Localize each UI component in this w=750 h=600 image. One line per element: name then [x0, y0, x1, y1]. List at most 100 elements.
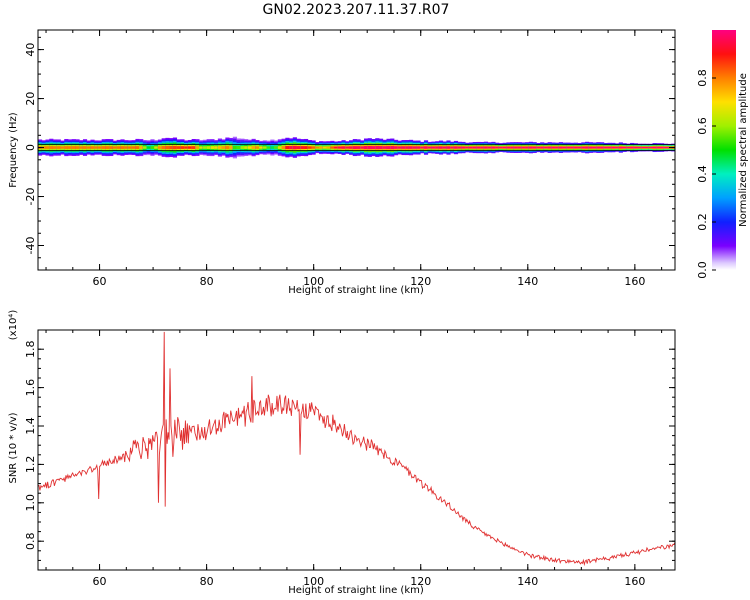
spectrogram-cell: [311, 146, 316, 149]
y-tick-label: 1.0: [24, 494, 37, 512]
colorbar-tick-label: 0.8: [696, 69, 709, 87]
spectrogram-cell: [592, 146, 597, 149]
spectrogram-cell: [521, 146, 526, 149]
snr-frame: [37, 329, 676, 571]
spectrogram-cell: [570, 146, 575, 149]
snr-series-line: [38, 331, 675, 567]
spectrogram-cell: [483, 146, 489, 149]
x-tick-label: 100: [303, 575, 324, 588]
spectrogram-cell: [405, 146, 410, 149]
spectrogram-cell: [169, 145, 174, 150]
spectrogram-cell: [97, 146, 103, 149]
spectrogram-cell: [431, 146, 436, 149]
spectrogram-cell: [49, 146, 54, 150]
spectrogram-cell: [341, 146, 346, 149]
spectrogram-cell: [615, 146, 620, 149]
spectrogram-cell: [528, 146, 534, 149]
snr-y-exponent: (x10⁴): [8, 310, 19, 341]
spectrogram-cell: [82, 146, 88, 149]
spectrogram-cell: [326, 146, 331, 149]
spectrogram-cell: [356, 146, 361, 149]
spectrogram-cell: [184, 146, 189, 149]
spectrogram-cell: [161, 146, 166, 150]
spectrogram-cell: [52, 146, 58, 149]
snr-x-label: Height of straight line (km): [288, 585, 424, 596]
spectrogram-image: [38, 136, 675, 159]
spectrogram-cell: [577, 146, 582, 149]
spectrogram-cell: [393, 146, 399, 149]
spectrogram-cell: [131, 146, 136, 149]
spectrogram-cell: [525, 146, 530, 149]
y-tick-label: 0: [24, 144, 37, 151]
x-tick-label: 120: [410, 275, 431, 288]
spectrogram-cell: [427, 146, 432, 149]
spectrogram-cell: [292, 145, 297, 150]
colorbar-label: Normalized spectral amplitude: [738, 73, 749, 227]
spectrogram-cell: [558, 146, 563, 149]
y-tick-label: 40: [24, 43, 37, 57]
spectrogram-cell: [461, 146, 466, 149]
spectrogram-cell: [304, 146, 309, 149]
spectrogram-cell: [555, 146, 560, 149]
spectrogram-cell: [375, 145, 380, 150]
spectrogram-cell: [465, 146, 470, 149]
spectrogram-frame: [37, 29, 676, 271]
spectrogram-cell: [656, 146, 661, 149]
spectrogram-cell: [127, 146, 133, 149]
spectrogram-cell: [566, 146, 571, 149]
spectrogram-cell: [90, 146, 95, 149]
spectrogram-cell: [446, 146, 451, 149]
spectrogram-cell: [105, 146, 110, 149]
spectrogram-cell: [236, 146, 241, 150]
spectrogram-cell: [150, 146, 155, 149]
spectrogram-cell: [513, 146, 519, 149]
x-tick-label: 60: [93, 275, 107, 288]
spectrogram-cell: [225, 145, 230, 150]
spectrogram-cell: [251, 146, 256, 149]
spectrogram-cell: [487, 146, 492, 149]
spectrogram-cell: [319, 146, 324, 149]
spectrogram-cell: [176, 146, 181, 149]
spectrogram-cell: [588, 146, 593, 149]
spectrogram-cell: [510, 146, 515, 149]
spectrogram-cell: [360, 146, 365, 149]
spectrogram-panel: 60 80 100 120 140 160 40 20 0 -20 -40 Height of st…: [8, 29, 676, 296]
spectrogram-cell: [266, 146, 271, 149]
colorbar-tick-label: 0.2: [696, 213, 709, 231]
spectrogram-cell: [386, 146, 391, 150]
spectrogram-cell: [412, 146, 417, 149]
spectrogram-cell: [259, 146, 264, 149]
spectrogram-cell: [300, 146, 305, 149]
spectrogram-cell: [281, 146, 286, 150]
spectrogram-cell: [262, 146, 267, 149]
x-tick-label: 120: [410, 575, 431, 588]
spectrogram-cell: [221, 146, 226, 149]
spectrogram-cell: [94, 146, 99, 149]
spectrogram-cell: [397, 146, 402, 149]
spectrogram-cell: [334, 146, 339, 149]
spectrogram-cell: [210, 146, 215, 149]
spectrogram-cell: [101, 146, 106, 149]
spectrogram-cell: [277, 146, 282, 149]
spectrogram-cell: [217, 146, 223, 150]
colorbar: 0.0 0.2 0.4 0.6 0.8 Normalized spectral ampl…: [696, 30, 749, 279]
spectrogram-cell: [573, 146, 578, 149]
spectrogram-cell: [603, 146, 608, 149]
spectrogram-cell: [67, 146, 73, 149]
spectrogram-cell: [64, 146, 69, 149]
y-tick-label: 0.8: [24, 532, 37, 550]
spectrogram-cell: [663, 146, 668, 149]
spectrogram-cell: [285, 145, 290, 150]
spectrogram-cell: [641, 146, 646, 149]
spectrogram-cell: [109, 146, 114, 149]
page-title: GN02.2023.207.11.37.R07: [263, 2, 450, 18]
colorbar-gradient: [712, 30, 736, 270]
spectrogram-cell: [423, 146, 429, 149]
spectrogram-cell: [330, 146, 335, 149]
spectrogram-cell: [438, 146, 444, 149]
spectrogram-cell: [476, 146, 481, 149]
snr-ticks: 60 80 100 120 140 160 0.8 1.0 1.2 1.4 1.6 1.8: [24, 330, 675, 588]
spectrogram-cell: [45, 146, 50, 149]
spectrogram-cell: [450, 146, 455, 149]
